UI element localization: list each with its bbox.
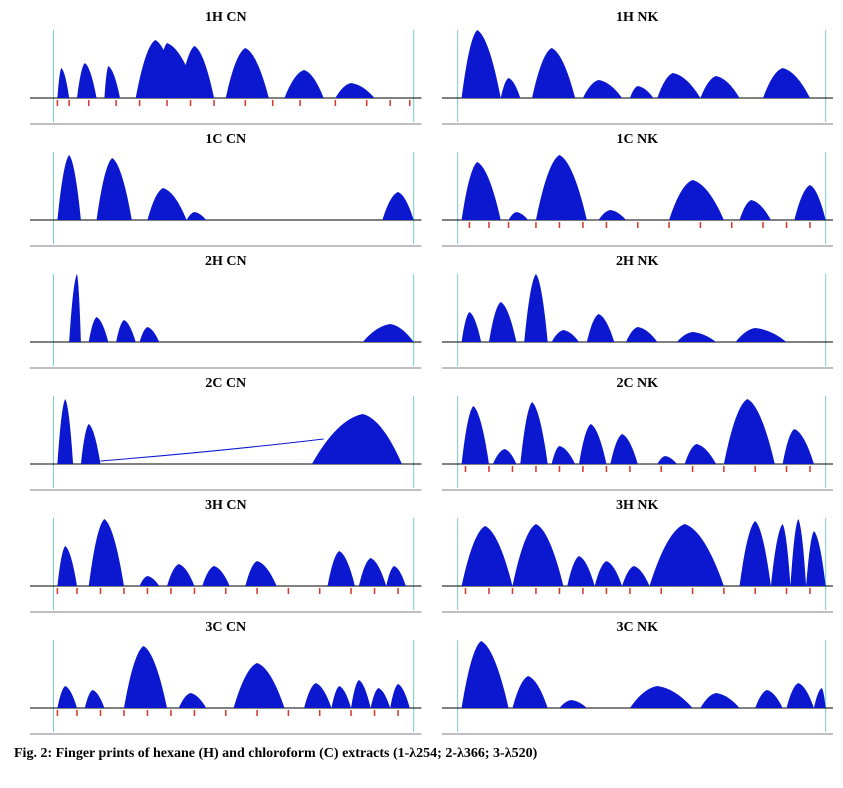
panel-title: 2C NK (616, 376, 658, 392)
panel-title: 2C CN (205, 376, 246, 392)
panel-title: 2H CN (205, 254, 247, 270)
chart-area (30, 28, 422, 128)
panels-grid: 1H CN 1H NK 1C CN 1C NK 2H CN 2H NK 2C CN 2C NK… (10, 10, 843, 738)
chromatogram-panel: 3H NK (442, 498, 834, 616)
chart-area (30, 516, 422, 616)
chart-area (442, 28, 834, 128)
chart-area (442, 516, 834, 616)
chromatogram-panel: 2H CN (30, 254, 422, 372)
chart-area (442, 394, 834, 494)
panel-title: 1C CN (205, 132, 246, 148)
chart-area (442, 638, 834, 738)
panel-title: 2H NK (616, 254, 658, 270)
panel-title: 3C CN (205, 620, 246, 636)
chromatogram-panel: 3H CN (30, 498, 422, 616)
chromatogram-panel: 3C CN (30, 620, 422, 738)
figure-caption: Fig. 2: Finger prints of hexane (H) and … (10, 738, 843, 762)
chromatogram-panel: 3C NK (442, 620, 834, 738)
chromatogram-panel: 1C CN (30, 132, 422, 250)
figure-container: 1H CN 1H NK 1C CN 1C NK 2H CN 2H NK 2C CN 2C NK… (10, 10, 843, 762)
chromatogram-panel: 1H CN (30, 10, 422, 128)
chromatogram-panel: 2H NK (442, 254, 834, 372)
panel-title: 3C NK (616, 620, 658, 636)
panel-title: 1H CN (205, 10, 247, 26)
chart-area (30, 150, 422, 250)
panel-title: 1H NK (616, 10, 658, 26)
chart-area (30, 272, 422, 372)
chromatogram-panel: 1H NK (442, 10, 834, 128)
panel-title: 1C NK (616, 132, 658, 148)
chart-area (442, 272, 834, 372)
chromatogram-panel: 2C CN (30, 376, 422, 494)
chromatogram-panel: 1C NK (442, 132, 834, 250)
chart-area (30, 638, 422, 738)
chromatogram-panel: 2C NK (442, 376, 834, 494)
panel-title: 3H CN (205, 498, 247, 514)
panel-title: 3H NK (616, 498, 658, 514)
chart-area (442, 150, 834, 250)
chart-area (30, 394, 422, 494)
